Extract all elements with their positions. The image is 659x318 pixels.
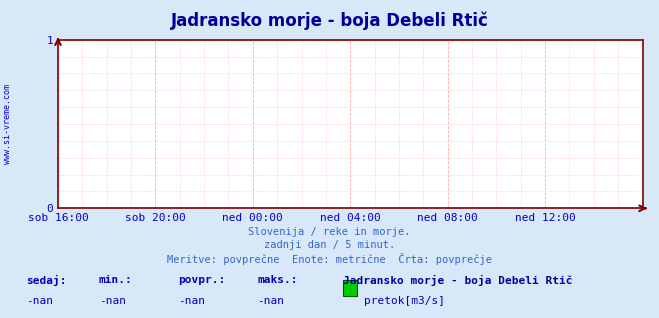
Text: Meritve: povprečne  Enote: metrične  Črta: povprečje: Meritve: povprečne Enote: metrične Črta:… <box>167 253 492 265</box>
Text: -nan: -nan <box>178 296 205 306</box>
Text: zadnji dan / 5 minut.: zadnji dan / 5 minut. <box>264 240 395 250</box>
Text: maks.:: maks.: <box>257 275 297 285</box>
Text: povpr.:: povpr.: <box>178 275 225 285</box>
Text: sedaj:: sedaj: <box>26 275 67 286</box>
Text: -nan: -nan <box>26 296 53 306</box>
Text: min.:: min.: <box>99 275 132 285</box>
Text: Jadransko morje - boja Debeli Rtič: Jadransko morje - boja Debeli Rtič <box>171 11 488 30</box>
Text: -nan: -nan <box>257 296 284 306</box>
Text: Slovenija / reke in morje.: Slovenija / reke in morje. <box>248 227 411 237</box>
Text: -nan: -nan <box>99 296 126 306</box>
Text: Jadransko morje - boja Debeli Rtič: Jadransko morje - boja Debeli Rtič <box>343 275 572 286</box>
Text: pretok[m3/s]: pretok[m3/s] <box>364 296 445 306</box>
Text: www.si-vreme.com: www.si-vreme.com <box>3 84 13 164</box>
